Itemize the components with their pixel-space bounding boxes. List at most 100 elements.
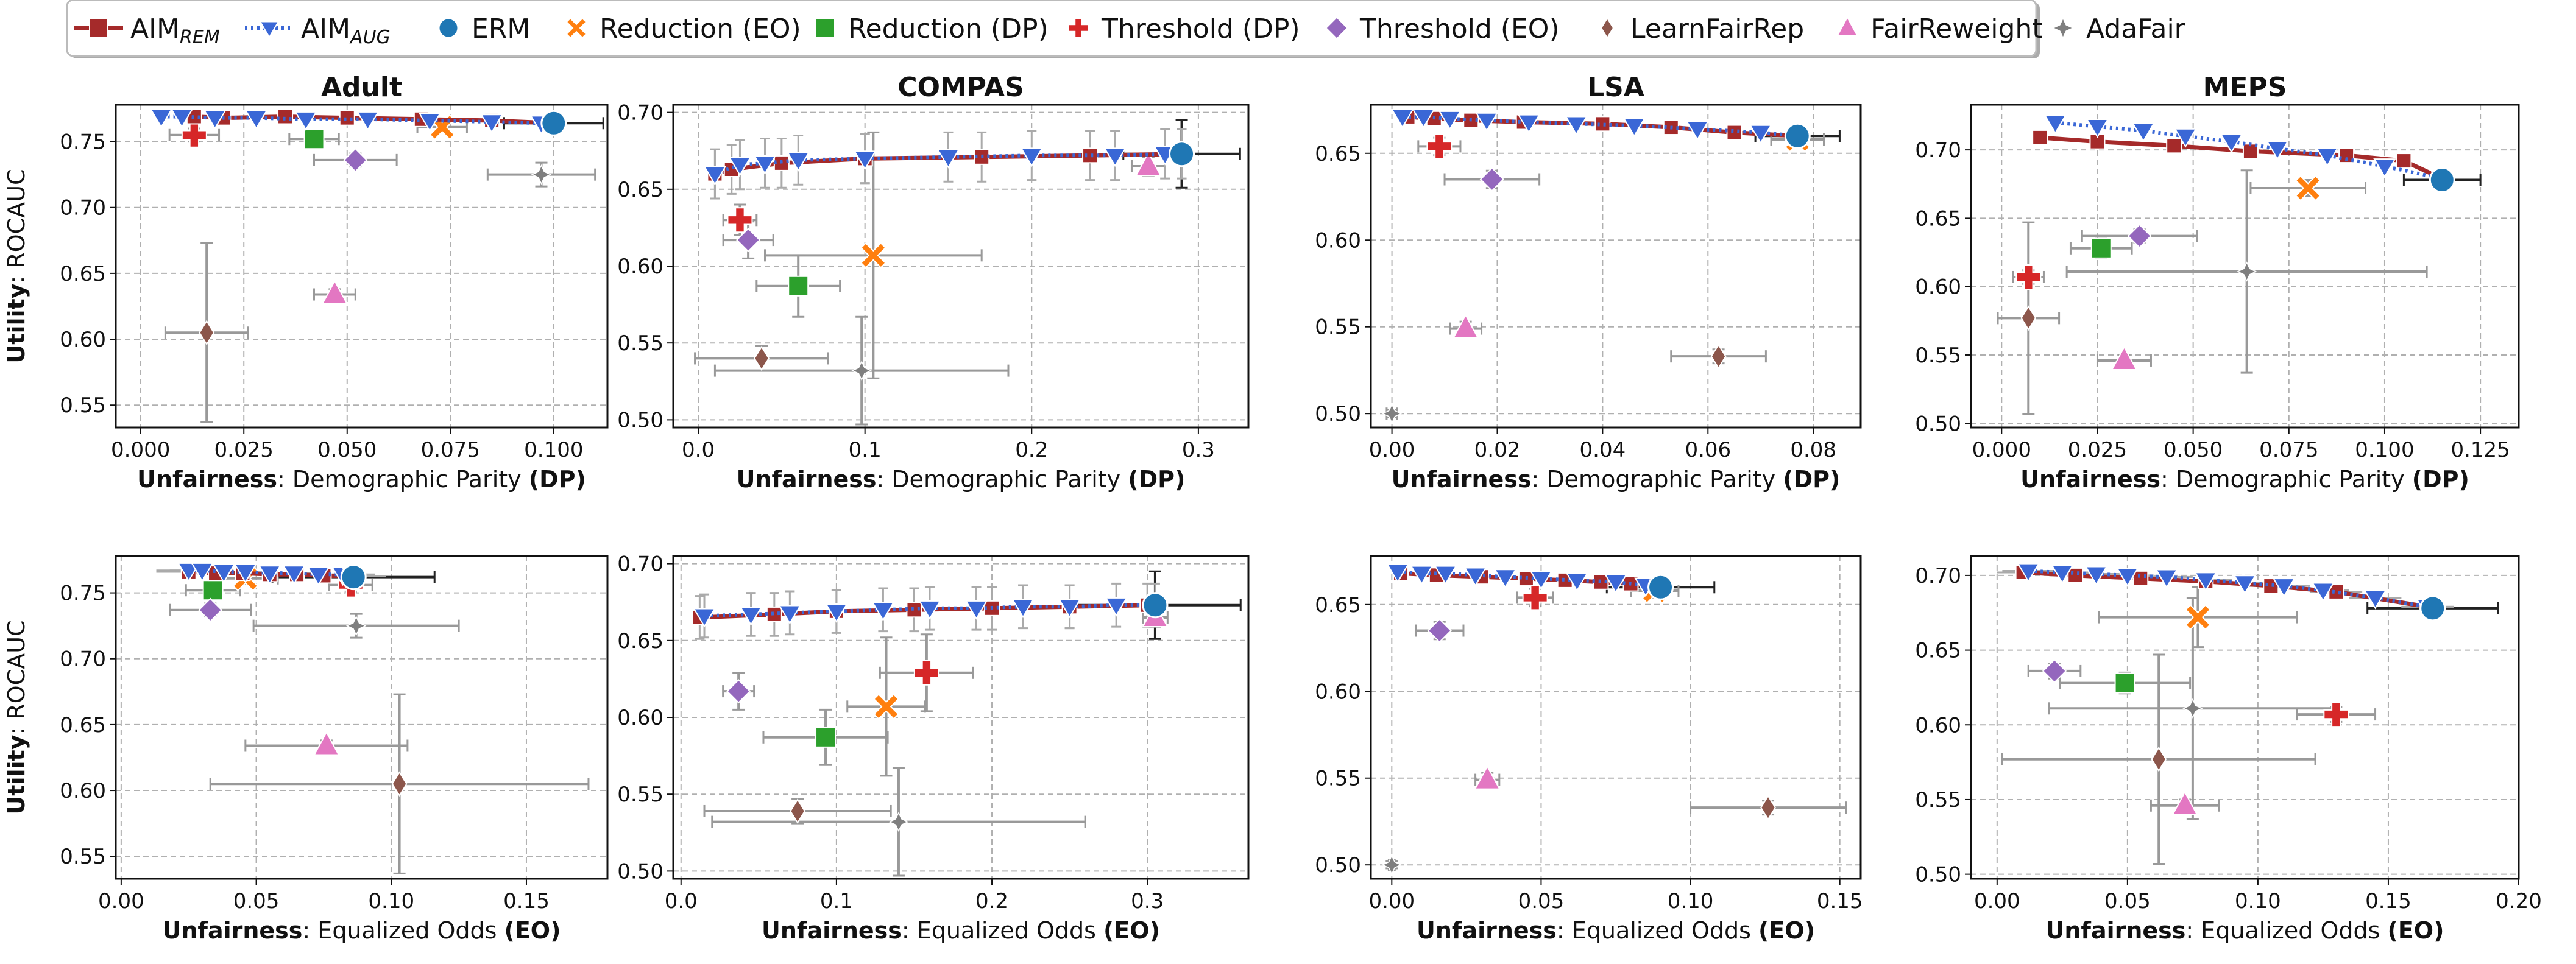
x-axis-label: Unfairness: Demographic Parity (DP) [137,466,586,493]
legend-marker [1068,18,1089,38]
aim-aug-point [693,608,716,628]
aim-aug-point [191,562,214,582]
y-tick-label: 0.60 [617,706,663,730]
adafair-point [1381,403,1403,424]
aim-aug-point [306,566,330,586]
aim-rem-line [2023,570,2428,609]
aim-aug-point [753,155,777,175]
panel-title: Adult [321,72,402,103]
aim-rem-point [2089,133,2106,150]
legend-label: FairReweight [1870,13,2043,44]
panel-frame [115,555,609,880]
y-tick-label: 0.65 [60,713,106,737]
legend-marker [1836,16,1858,36]
reduction-eo-point [2185,604,2211,631]
aim-aug-point [1103,147,1127,167]
aim-rem-point [2132,570,2149,586]
x-axis-label: Unfairness: Equalized Odds (EO) [2046,917,2444,944]
reduction-eo-point [860,242,886,269]
aim-aug-point [1565,572,1589,592]
ticks: 0.000 0.025 0.050 0.075 0.100 0.125 0.50 0.55 0.… [1915,138,2510,462]
x-tick-label: 0.075 [421,438,480,462]
threshold-eo-point [1427,618,1452,643]
x-tick-label: 0.125 [2450,438,2510,462]
aim-aug-point [1434,565,1457,585]
y-tick-label: 0.55 [1315,315,1361,340]
aim-aug-point [2220,133,2243,153]
learnfairrep-point [2020,305,2037,331]
aim-aug-point [203,110,227,130]
aim-aug-point [170,108,194,128]
x-tick-label: 0.2 [1015,438,1048,462]
y-tick-label: 0.50 [1915,412,1961,436]
threshold-eo-point [726,678,751,704]
y-tick-label: 0.50 [617,408,663,432]
erm-point-top [2429,167,2455,194]
threshold-dp-point [1522,585,1548,611]
threshold-dp-point [2323,702,2349,728]
aim-aug-point [1011,599,1035,619]
plot-area [1381,563,1847,875]
x-tick-label: 0.100 [2355,438,2414,462]
legend-frame [66,0,2037,57]
aim-rem-point [2067,567,2084,583]
legend-item: Threshold (EO) [1325,13,1560,44]
x-axis-label: Unfairness: Equalized Odds (EO) [163,917,561,944]
threshold-dp-point [1426,133,1453,160]
learnfairrep-point [2151,746,2167,772]
aim-aug-point [1410,565,1434,585]
erm-point-top [1169,141,1195,167]
aim-aug-point [787,152,810,172]
y-tick-label: 0.55 [60,393,106,418]
x-tick-label: 0.10 [1668,889,1714,913]
y-tick-label: 0.50 [1915,863,1961,887]
legend-item: Threshold (DP) [1068,13,1300,44]
aim-aug-point [2043,114,2067,135]
aim-aug-point [2132,122,2155,142]
legend-marker [815,18,835,38]
panel: 0.000 0.025 0.050 0.075 0.100 0.125 0.50 0.55 0.… [1915,72,2520,493]
threshold-eo-point [343,147,368,172]
y-tick-label: 0.55 [1315,767,1361,791]
legend-item: Reduction (DP) [815,13,1049,44]
x-tick-label: 0.1 [849,438,882,462]
aim-aug-point [703,166,727,186]
ticks: 0.00 0.05 0.10 0.15 0.50 0.55 0.60 0.65 [1315,593,1863,913]
y-tick-label: 0.70 [617,552,663,577]
x-axis-label: Unfairness: Equalized Odds (EO) [1417,917,1815,944]
aim-aug-point [2373,158,2396,178]
aim-aug-point [2312,582,2335,602]
aim-aug-point [2155,569,2178,589]
aim-aug-point [853,150,877,171]
legend-label: ERM [472,13,530,44]
y-tick-label: 0.60 [60,779,106,803]
x-tick-label: 0.1 [820,889,853,913]
aim-aug-point [356,111,380,131]
y-tick-label: 0.60 [60,328,106,352]
panel-frame [1370,104,1862,429]
aim-aug-point [825,603,848,623]
erm-point-top [2419,595,2446,622]
aim-aug-point [149,108,173,128]
x-tick-label: 0.05 [1518,889,1565,913]
legend-label: Threshold (EO) [1359,13,1560,44]
panel-frame [672,104,1250,429]
y-tick-label: 0.55 [617,331,663,356]
legend-marker [259,21,280,38]
threshold-dp-point [2015,264,2042,290]
x-tick-label: 0.100 [524,438,583,462]
x-tick-label: 0.050 [317,438,377,462]
adafair-point [2236,261,2257,282]
aim-rem-point [277,108,294,125]
y-tick-label: 0.60 [1915,275,1961,300]
adafair-point [345,615,367,636]
plot-area [1997,114,2482,415]
aim-aug-point [1517,114,1541,134]
x-tick-label: 0.05 [233,889,280,913]
y-tick-label: 0.65 [617,178,663,202]
learnfairrep-point [1760,795,1776,821]
aim-aug-point [778,605,802,625]
plot-area [156,562,590,874]
panel: 0.00 0.05 0.10 0.15 0.50 0.55 0.60 0.65 Unfairne… [1315,555,1863,944]
